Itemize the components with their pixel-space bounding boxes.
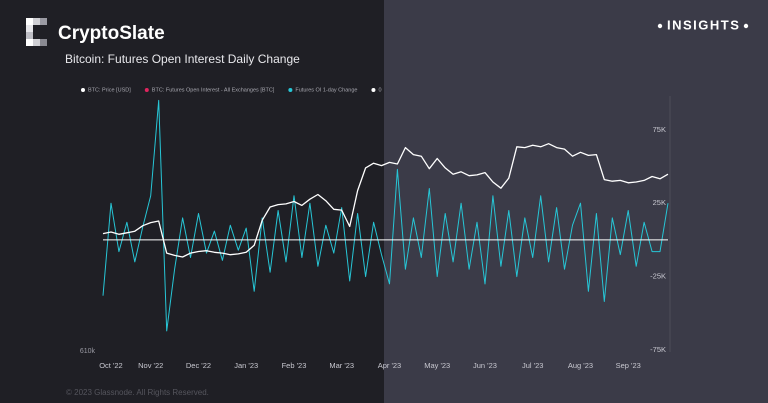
x-tick-label: Oct '22 (99, 361, 123, 370)
legend-marker (144, 88, 149, 92)
legend-marker (371, 88, 376, 92)
y2-tick-label: 25K (653, 198, 666, 207)
x-tick-label: May '23 (424, 361, 450, 370)
x-tick-label: Nov '22 (138, 361, 163, 370)
legend-label: BTC: Price [USD] (88, 87, 131, 93)
y-axis-label: 610k (80, 348, 96, 355)
panel-right (384, 0, 768, 403)
x-tick-label: Jun '23 (473, 361, 497, 370)
badge: INSIGHTS (667, 17, 740, 32)
legend-label: Futures OI 1-day Change (295, 87, 357, 93)
x-tick-label: Sep '23 (616, 361, 641, 370)
x-tick-label: Feb '23 (282, 361, 307, 370)
series-line (102, 99, 669, 332)
footer: © 2023 Glassnode. All Rights Reserved. (66, 388, 209, 397)
badge-dot (657, 23, 663, 29)
x-tick-label: Aug '23 (568, 361, 593, 370)
chart-title: Bitcoin: Futures Open Interest Daily Cha… (65, 52, 300, 66)
legend-label: BTC: Futures Open Interest - All Exchang… (152, 87, 275, 93)
badge-dot (743, 23, 749, 29)
panel-left (0, 0, 384, 403)
series-line (102, 143, 669, 258)
logo-icon (26, 18, 47, 46)
x-tick-label: Apr '23 (378, 361, 402, 370)
x-tick-label: Jan '23 (234, 361, 258, 370)
legend-marker (288, 88, 293, 92)
y2-tick-label: -75K (650, 345, 666, 354)
legend-marker (81, 88, 85, 92)
brand: CryptoSlate (58, 23, 165, 44)
x-tick-label: Mar '23 (329, 361, 354, 370)
y2-tick-label: -25K (650, 272, 666, 281)
legend-label: 0 (378, 87, 381, 93)
y2-tick-label: 75K (653, 125, 666, 134)
x-tick-label: Dec '22 (186, 361, 211, 370)
x-tick-label: Jul '23 (522, 361, 543, 370)
